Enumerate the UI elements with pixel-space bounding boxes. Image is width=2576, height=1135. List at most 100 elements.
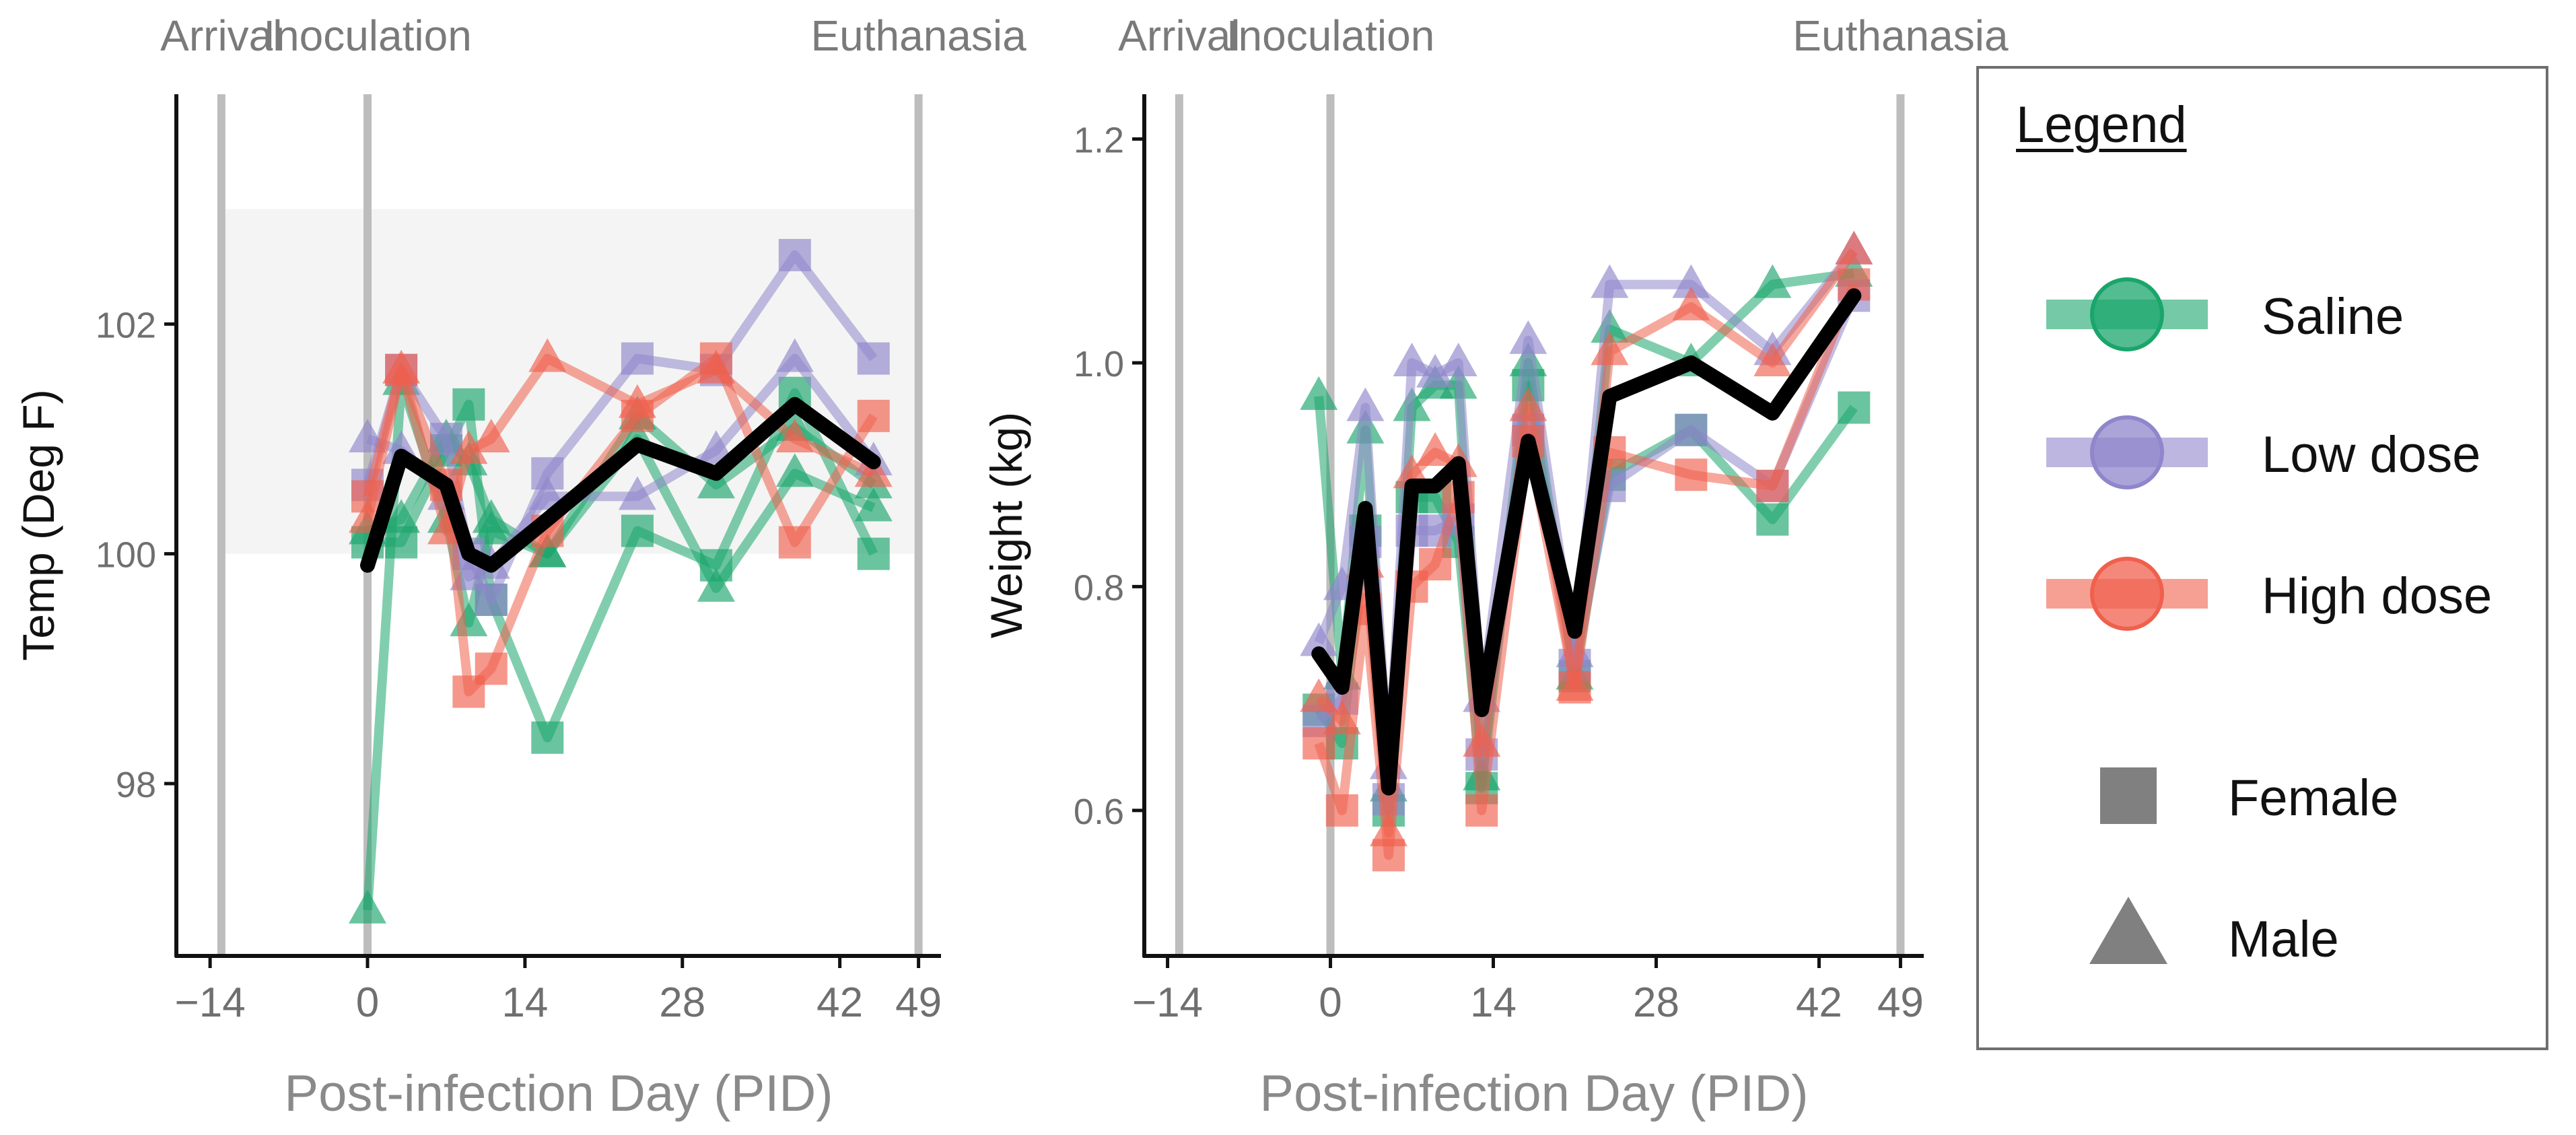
data-point-male — [854, 487, 893, 522]
data-point-male — [697, 349, 735, 384]
data-point-male — [1393, 342, 1431, 376]
data-point-male — [1591, 331, 1629, 366]
event-label-inoculation: Inoculation — [263, 11, 472, 60]
y-tick-label: 1.0 — [1074, 344, 1124, 384]
legend-female-label: Female — [2228, 769, 2399, 827]
data-point-male — [775, 419, 814, 452]
data-point-male — [1672, 264, 1710, 298]
x-tick-label: 28 — [659, 979, 705, 1026]
data-point-male — [1416, 432, 1455, 466]
x-axis-label: Post-infection Day (PID) — [284, 1065, 833, 1122]
data-point-female — [1838, 391, 1871, 424]
data-point-female — [1302, 727, 1335, 760]
y-tick-label: 102 — [96, 305, 156, 345]
x-axis-label: Post-infection Day (PID) — [1259, 1065, 1808, 1122]
event-label-arrival: Arrival — [160, 11, 282, 60]
data-point-male — [528, 476, 567, 510]
data-point-male — [1509, 320, 1547, 354]
data-point-female — [857, 537, 890, 570]
x-tick-label: 42 — [816, 979, 863, 1026]
x-tick-label: 28 — [1633, 979, 1679, 1026]
series-line — [363, 353, 876, 536]
data-point-female — [1465, 794, 1498, 827]
data-point-male — [775, 453, 814, 487]
legend-male-label: Male — [2228, 911, 2339, 968]
data-point-male — [1672, 286, 1710, 320]
data-point-male — [1753, 264, 1792, 298]
data-point-male — [349, 889, 386, 924]
x-tick-label: −14 — [175, 979, 246, 1026]
data-point-male — [450, 430, 488, 465]
data-point-female — [621, 514, 654, 547]
legend-high-dose-label: High dose — [2262, 568, 2493, 625]
event-label-euthanasia: Euthanasia — [810, 11, 1026, 60]
x-tick-label: 0 — [356, 979, 379, 1026]
y-axis-label: Temp (Deg F) — [13, 389, 63, 660]
mean-line — [360, 397, 881, 573]
y-tick-label: 98 — [116, 765, 156, 805]
data-point-female — [778, 526, 811, 559]
legend-item-female: Female — [1979, 742, 2551, 850]
data-point-female — [531, 721, 564, 754]
data-point-male — [1753, 342, 1792, 376]
data-point-male — [1300, 622, 1338, 656]
y-axis-label: Weight (kg) — [981, 412, 1031, 638]
y-tick-label: 0.6 — [1074, 792, 1124, 832]
legend-item-saline: Saline — [1979, 261, 2551, 368]
series-line — [368, 388, 878, 743]
data-point-male — [1416, 353, 1455, 388]
legend: Legend Saline Low dose High dose — [1976, 66, 2548, 1050]
data-point-male — [382, 349, 421, 384]
data-point-female — [699, 549, 732, 582]
data-point-female — [452, 388, 485, 421]
event-label-arrival: Arrival — [1118, 11, 1240, 60]
legend-saline-symbol — [2046, 277, 2208, 351]
data-point-female — [778, 238, 811, 271]
x-tick-label: 42 — [1796, 979, 1842, 1026]
data-point-female — [1675, 458, 1708, 491]
data-point-male — [1509, 387, 1547, 421]
mean-line — [1311, 288, 1862, 796]
data-point-male — [528, 338, 567, 372]
data-point-male — [1835, 230, 1873, 265]
data-point-female — [1419, 548, 1452, 581]
x-tick-label: 0 — [1319, 979, 1342, 1026]
data-point-female — [1756, 469, 1789, 502]
data-point-male — [697, 568, 735, 602]
y-tick-label: 1.2 — [1074, 120, 1124, 160]
data-point-male — [697, 465, 735, 499]
event-label-euthanasia: Euthanasia — [1792, 11, 2009, 60]
data-point-male — [618, 384, 656, 418]
data-point-female — [857, 342, 890, 375]
triangle-icon — [2089, 897, 2167, 964]
data-point-male — [1591, 264, 1629, 298]
x-tick-label: −14 — [1132, 979, 1203, 1026]
data-point-female — [857, 399, 890, 432]
data-point-female — [1558, 671, 1591, 704]
data-point-female — [1325, 794, 1358, 827]
legend-high-dose-symbol — [2046, 557, 2208, 631]
x-tick-label: 49 — [895, 979, 942, 1026]
data-point-male — [1300, 678, 1338, 712]
data-point-male — [382, 499, 421, 533]
data-point-female — [1756, 503, 1789, 536]
legend-low-dose-symbol — [2046, 415, 2208, 489]
x-tick-label: 49 — [1877, 979, 1924, 1026]
legend-item-male: Male — [1979, 883, 2551, 991]
legend-title: Legend — [2016, 96, 2187, 153]
x-tick-label: 14 — [1470, 979, 1517, 1026]
data-point-female — [621, 342, 654, 375]
legend-item-low-dose: Low dose — [1979, 399, 2551, 506]
data-point-male — [618, 476, 656, 510]
data-point-female — [1675, 413, 1708, 446]
legend-low-dose-label: Low dose — [2262, 426, 2481, 483]
legend-saline-label: Saline — [2262, 288, 2404, 345]
y-tick-label: 0.8 — [1074, 568, 1124, 608]
legend-item-high-dose: High dose — [1979, 540, 2551, 648]
data-point-male — [1346, 387, 1385, 421]
data-point-male — [854, 453, 893, 487]
data-point-male — [472, 499, 510, 533]
